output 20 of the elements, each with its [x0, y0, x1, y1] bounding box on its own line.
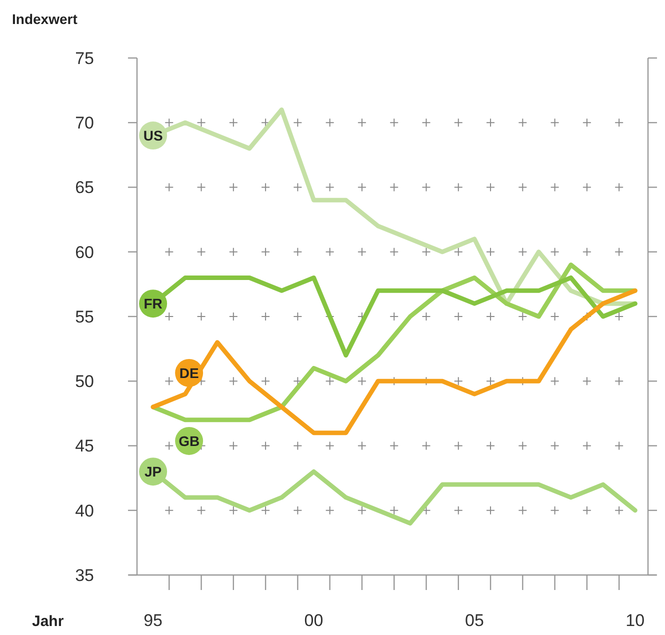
y-tick-label: 60 — [75, 242, 94, 262]
y-tick-label: 50 — [75, 372, 94, 392]
series-label: JP — [144, 464, 162, 480]
x-tick-label: 95 — [144, 611, 163, 630]
series-label: DE — [179, 365, 199, 382]
series-label: US — [143, 128, 163, 144]
x-tick-label: 10 — [626, 611, 645, 630]
x-axis-title: Jahr — [32, 613, 64, 630]
y-tick-label: 75 — [75, 48, 94, 68]
series-label: FR — [144, 296, 162, 312]
y-tick-label: 70 — [75, 114, 94, 133]
y-tick-label: 45 — [75, 436, 94, 456]
y-tick-label: 40 — [75, 501, 94, 520]
y-axis-title: Indexwert — [12, 11, 78, 27]
x-tick-label: 05 — [464, 611, 484, 630]
y-tick-label: 35 — [75, 566, 94, 585]
x-tick-label: 00 — [304, 611, 324, 630]
y-tick-label: 65 — [75, 178, 94, 198]
y-tick-label: 55 — [75, 307, 94, 326]
series-label: GB — [178, 433, 200, 450]
